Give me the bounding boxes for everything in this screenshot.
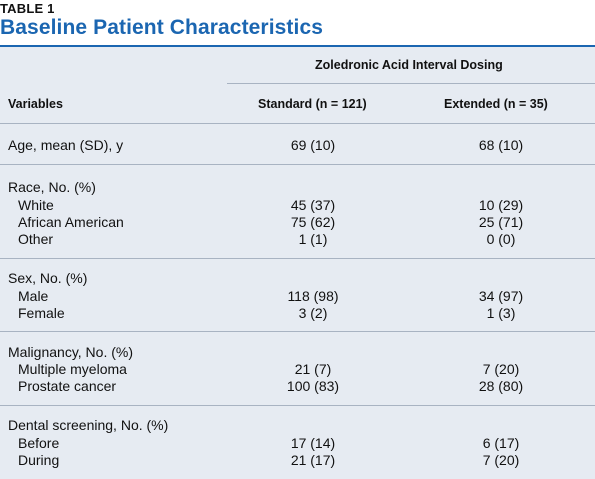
row-label: Male [18, 288, 49, 304]
row-label: Female [18, 305, 65, 321]
row-label: Prostate cancer [18, 378, 117, 394]
cell-extended: 1 (3) [486, 305, 516, 321]
row-label: African American [18, 214, 124, 230]
row-label: Before [18, 435, 60, 451]
section-label: Sex, No. (%) [8, 270, 88, 286]
cell-standard: 21 (17) [290, 452, 336, 468]
cell-standard: 1 (1) [298, 231, 328, 247]
section-rule [0, 331, 595, 332]
cell-extended: 28 (80) [478, 378, 524, 394]
cell-standard: 75 (62) [290, 214, 336, 230]
cell-standard: 100 (83) [286, 378, 340, 394]
table-panel: Zoledronic Acid Interval Dosing Variable… [0, 45, 595, 479]
cell-extended: 6 (17) [482, 435, 520, 451]
table-title: Baseline Patient Characteristics [0, 16, 324, 39]
cell-extended: 68 (10) [478, 137, 524, 153]
cell-standard: 17 (14) [290, 435, 336, 451]
row-label: During [18, 452, 60, 468]
row-label: Other [18, 231, 54, 247]
section-rule [0, 164, 595, 165]
cell-extended: 25 (71) [478, 214, 524, 230]
cell-extended: 10 (29) [478, 197, 524, 213]
section-label: Race, No. (%) [8, 179, 96, 195]
cell-standard: 118 (98) [287, 288, 339, 304]
cell-standard: 3 (2) [298, 305, 328, 321]
spanner-rule [227, 83, 595, 84]
cell-standard: 69 (10) [290, 137, 336, 153]
cell-extended: 7 (20) [482, 361, 520, 377]
cell-extended: 0 (0) [486, 231, 516, 247]
cell-extended: 7 (20) [482, 452, 520, 468]
table-label: TABLE 1 [0, 1, 55, 16]
row-label: Age, mean (SD), y [8, 137, 124, 153]
section-label: Malignancy, No. (%) [8, 344, 134, 360]
column-header-extended: Extended (n = 35) [444, 97, 548, 111]
cell-extended: 34 (97) [478, 288, 524, 304]
spanner-header: Zoledronic Acid Interval Dosing [315, 58, 503, 72]
header-rule [0, 123, 595, 124]
cell-standard: 45 (37) [290, 197, 336, 213]
row-label: Multiple myeloma [18, 361, 127, 377]
section-rule [0, 405, 595, 406]
row-label: White [18, 197, 54, 213]
section-label: Dental screening, No. (%) [8, 417, 169, 433]
column-header-standard: Standard (n = 121) [258, 97, 367, 111]
column-header-variables: Variables [8, 97, 63, 111]
section-rule [0, 258, 595, 259]
cell-standard: 21 (7) [294, 361, 332, 377]
